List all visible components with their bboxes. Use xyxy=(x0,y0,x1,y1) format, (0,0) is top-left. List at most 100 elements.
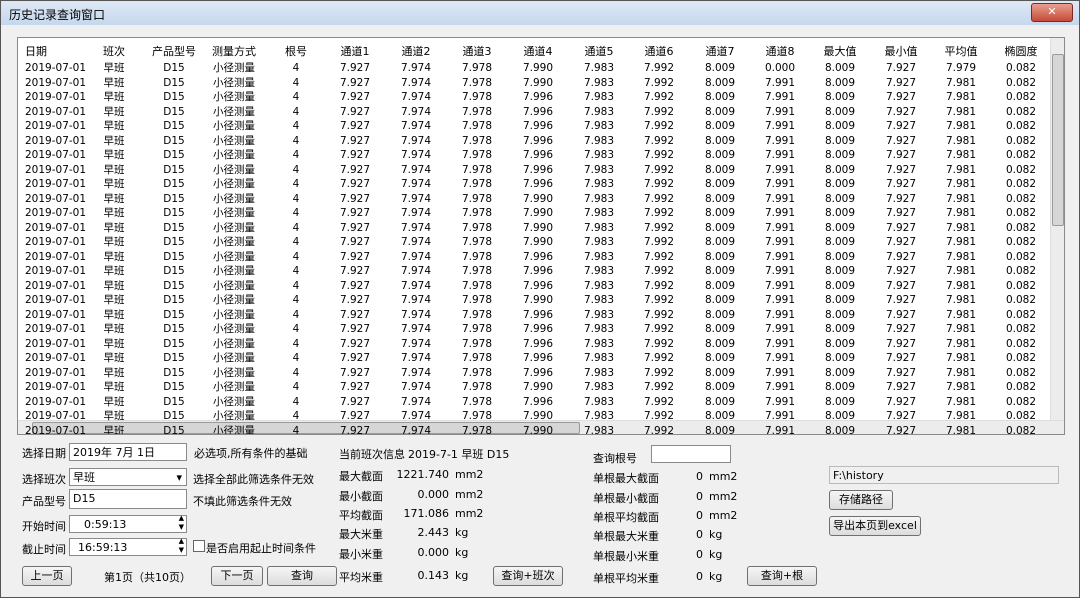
cell: 7.981 xyxy=(945,294,977,306)
cell: 7.978 xyxy=(461,105,493,118)
cell: 7.927 xyxy=(885,207,917,219)
date-picker[interactable]: 2019年 7月 1日 xyxy=(69,443,187,461)
cell: 4 xyxy=(292,120,300,132)
cell: 7.974 xyxy=(400,192,432,205)
cell: D15 xyxy=(163,381,185,393)
cell: 小径测量 xyxy=(213,105,255,118)
cell: 7.991 xyxy=(764,395,796,408)
cell: 7.990 xyxy=(522,410,554,422)
cell: 7.927 xyxy=(885,308,917,321)
stat-unit: kg xyxy=(455,569,469,582)
vertical-scrollbar[interactable] xyxy=(1050,38,1064,420)
cell: 7.996 xyxy=(522,250,554,263)
cell: 7.991 xyxy=(764,134,796,147)
cell: 早班 xyxy=(103,221,125,234)
export-button[interactable]: 导出本页到excel xyxy=(829,516,921,536)
cell: 2019-07-01 xyxy=(25,279,87,292)
cell: 2019-07-01 xyxy=(25,410,87,422)
cell: 4 xyxy=(292,250,300,263)
cell: 8.009 xyxy=(704,221,736,234)
cell: 4 xyxy=(292,279,300,292)
cell: 7.996 xyxy=(522,323,554,335)
end-time[interactable]: 16:59:13 ▲ ▼ xyxy=(69,537,187,556)
cell: 7.991 xyxy=(764,192,796,205)
cell: 8.009 xyxy=(824,91,856,103)
checkbox-label[interactable]: 是否启用起止时间条件 xyxy=(206,542,316,555)
cell: 7.981 xyxy=(945,323,977,335)
cell: 0.082 xyxy=(1005,192,1037,205)
cell: 7.991 xyxy=(764,366,796,379)
scroll-thumb[interactable] xyxy=(1052,54,1064,226)
next-button[interactable]: 下一页 xyxy=(211,566,263,586)
cell: 7.978 xyxy=(461,424,493,435)
cell: 4 xyxy=(292,134,300,147)
prev-button[interactable]: 上一页 xyxy=(22,566,72,586)
model-input[interactable]: D15 xyxy=(69,489,187,509)
cell: 7.983 xyxy=(583,294,615,306)
stat-unit: mm2 xyxy=(709,509,738,522)
cell: 8.009 xyxy=(704,149,736,161)
cell: 7.983 xyxy=(583,149,615,161)
column-header: 测量方式 xyxy=(212,45,256,58)
cell: 0.082 xyxy=(1005,308,1037,321)
query-root-button[interactable]: 查询+根 xyxy=(747,566,817,586)
cell: 7.996 xyxy=(522,366,554,379)
cell: 0.082 xyxy=(1005,250,1037,263)
cell: 小径测量 xyxy=(213,134,255,147)
query-button[interactable]: 查询 xyxy=(267,566,337,586)
cell: 7.996 xyxy=(522,178,554,190)
query-shift-button[interactable]: 查询+班次 xyxy=(493,566,563,586)
cell: 8.009 xyxy=(704,163,736,176)
cell: 早班 xyxy=(103,236,125,248)
cell: 8.009 xyxy=(824,323,856,335)
cell: D15 xyxy=(163,366,185,379)
close-button[interactable]: ✕ xyxy=(1031,3,1073,22)
cell: 7.927 xyxy=(885,105,917,118)
cell: 2019-07-01 xyxy=(25,163,87,176)
root-input[interactable] xyxy=(651,445,731,463)
cell: 4 xyxy=(292,410,300,422)
cell: 7.927 xyxy=(885,221,917,234)
shift-select[interactable]: 早班 ▾ xyxy=(69,468,187,486)
cell: 7.927 xyxy=(885,76,917,89)
cell: 7.978 xyxy=(461,76,493,89)
cell: 2019-07-01 xyxy=(25,352,87,364)
cell: 小径测量 xyxy=(213,178,255,190)
cell: D15 xyxy=(163,105,185,118)
label: 选择日期 xyxy=(22,447,66,460)
cell: 7.981 xyxy=(945,352,977,364)
stat-value: 0.000 xyxy=(417,488,450,501)
cell: 7.996 xyxy=(522,163,554,176)
cell: 8.009 xyxy=(824,279,856,292)
cell: 7.974 xyxy=(400,410,432,422)
checkbox[interactable] xyxy=(193,540,205,552)
cell: 7.991 xyxy=(764,294,796,306)
cell: 7.992 xyxy=(643,163,675,176)
cell: 0.082 xyxy=(1005,424,1037,435)
horizontal-scrollbar[interactable] xyxy=(18,420,1064,434)
cell: 7.981 xyxy=(945,250,977,263)
cell: 7.927 xyxy=(339,424,371,435)
cell: 7.996 xyxy=(522,265,554,277)
save-path-button[interactable]: 存储路径 xyxy=(829,490,893,510)
cell: 7.978 xyxy=(461,265,493,277)
cell: 7.991 xyxy=(764,352,796,364)
column-header: 椭圆度 xyxy=(1004,45,1038,58)
stat-unit: mm2 xyxy=(709,470,738,483)
start-time[interactable]: 0:59:13 ▲ ▼ xyxy=(69,514,187,533)
column-header: 产品型号 xyxy=(152,45,196,58)
cell: 0.082 xyxy=(1005,76,1037,89)
cell: 8.009 xyxy=(824,308,856,321)
cell: 7.927 xyxy=(339,323,371,335)
cell: 7.991 xyxy=(764,381,796,393)
stat-value: 1221.740 xyxy=(396,468,450,481)
cell: 7.974 xyxy=(400,294,432,306)
cell: 7.983 xyxy=(583,308,615,321)
column-header: 平均值 xyxy=(944,45,978,58)
scroll-thumb[interactable] xyxy=(32,422,580,434)
cell: 早班 xyxy=(103,207,125,219)
cell: 小径测量 xyxy=(213,424,255,435)
stat-label: 平均截面 xyxy=(339,509,383,522)
cell: 7.981 xyxy=(945,337,977,350)
cell: 7.983 xyxy=(583,352,615,364)
